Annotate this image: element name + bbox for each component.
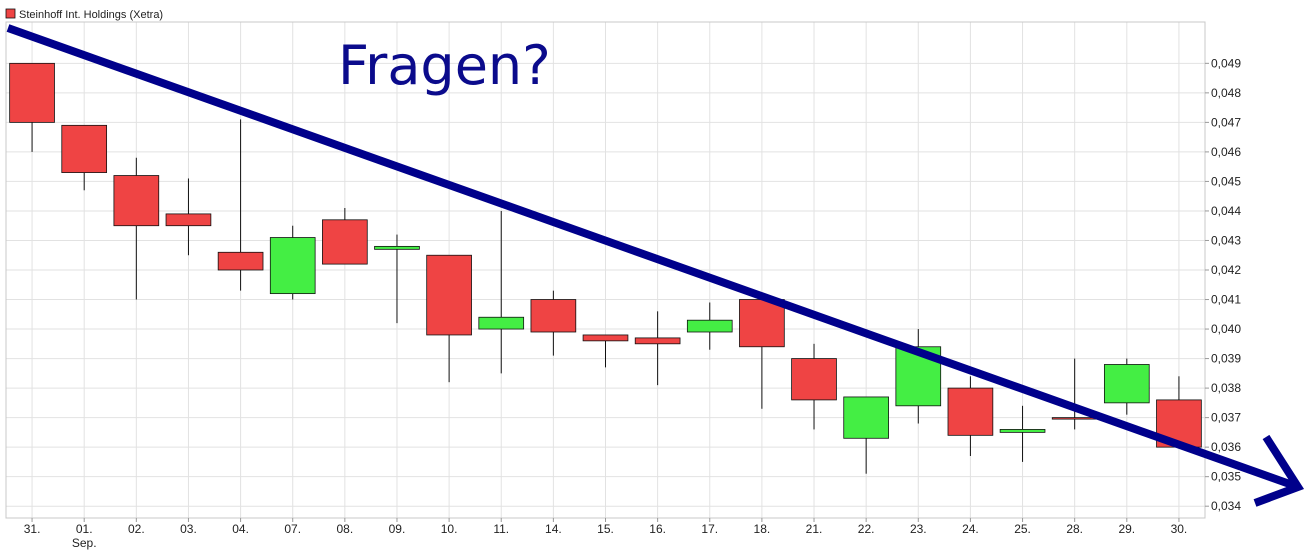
x-tick-label: 11.: [493, 522, 509, 536]
candle-body: [426, 254, 472, 336]
x-tick-label: 25.: [1014, 522, 1031, 536]
x-tick-label: 29.: [1118, 522, 1135, 536]
x-tick-label: 04.: [232, 522, 249, 536]
y-tick-label: 0,049: [1211, 56, 1241, 70]
y-tick-label: 0,046: [1211, 145, 1241, 159]
candle-body: [739, 299, 785, 348]
candle-body: [478, 316, 525, 330]
y-tick-label: 0,034: [1211, 499, 1241, 513]
candle: [791, 343, 837, 430]
candle: [9, 62, 55, 152]
annotation-text: Fragen?: [338, 34, 551, 97]
y-tick-label: 0,038: [1211, 381, 1241, 395]
candle-body: [165, 213, 212, 227]
candle: [947, 376, 994, 456]
y-tick-label: 0,044: [1211, 204, 1241, 218]
candle: [426, 254, 472, 383]
candle-body: [1051, 417, 1098, 420]
x-tick-label: 08.: [337, 522, 354, 536]
legend-label: Steinhoff Int. Holdings (Xetra): [19, 9, 163, 21]
x-tick-label: 21.: [806, 522, 823, 536]
x-axis: 31. 01.Sep. 02. 03. 04. 07. 08. 09. 10. 11. 14. 15.…: [24, 518, 1188, 550]
y-tick-label: 0,036: [1211, 440, 1241, 454]
candle-body: [374, 245, 420, 250]
candle-body: [530, 299, 577, 333]
candle-body: [269, 237, 316, 295]
candle-body: [113, 175, 160, 227]
y-tick-label: 0,037: [1211, 411, 1241, 425]
candle: [999, 405, 1046, 462]
candle: [843, 396, 889, 474]
candle: [269, 225, 316, 300]
candle-body: [999, 429, 1046, 433]
x-tick-label: 15.: [597, 522, 614, 536]
candle: [530, 290, 577, 356]
y-tick-label: 0,042: [1211, 263, 1241, 277]
x-tick-label: 31.: [24, 522, 41, 536]
candle: [61, 124, 108, 191]
candle: [1103, 358, 1150, 415]
y-axis: 0,034 0,035 0,036 0,037 0,038 0,039 0,040 0,041…: [1205, 56, 1241, 513]
candle-body: [686, 319, 733, 333]
candle-body: [217, 251, 264, 271]
x-tick-label: 23.: [910, 522, 927, 536]
candle: [374, 234, 420, 324]
y-tick-label: 0,045: [1211, 174, 1241, 188]
x-tick-label: 17.: [701, 522, 718, 536]
x-tick-label: 02.: [128, 522, 145, 536]
arrowhead: [1253, 434, 1305, 507]
y-tick-label: 0,047: [1211, 115, 1241, 129]
x-tick-label: 24.: [962, 522, 979, 536]
y-tick-label: 0,041: [1211, 293, 1241, 307]
candle-body: [634, 337, 681, 345]
y-tick-label: 0,048: [1211, 86, 1241, 100]
x-tick-label: 01.: [76, 522, 93, 536]
y-tick-label: 0,039: [1211, 352, 1241, 366]
candle: [322, 208, 368, 265]
candle: [739, 299, 785, 409]
candle-body: [61, 124, 108, 173]
x-tick-label: 10.: [441, 522, 458, 536]
x-sub-label: Sep.: [72, 536, 97, 550]
x-tick-label: 07.: [284, 522, 301, 536]
candle: [478, 210, 525, 374]
legend: Steinhoff Int. Holdings (Xetra): [5, 8, 163, 21]
candle-body: [843, 396, 889, 439]
legend-swatch: [5, 8, 16, 19]
x-tick-label: 28.: [1066, 522, 1083, 536]
candle-body: [322, 219, 368, 265]
y-tick-label: 0,035: [1211, 470, 1241, 484]
candle-body: [582, 334, 629, 342]
candle: [634, 311, 681, 386]
x-tick-label: 18.: [754, 522, 771, 536]
x-tick-label: 30.: [1171, 522, 1188, 536]
candles: [9, 62, 1202, 474]
candle-body: [947, 387, 994, 436]
trend-line: [6, 24, 1300, 491]
x-tick-label: 09.: [389, 522, 406, 536]
trend-arrow: [6, 24, 1305, 507]
candle: [686, 302, 733, 350]
x-tick-label: 22.: [858, 522, 875, 536]
candle: [165, 178, 212, 256]
y-tick-label: 0,040: [1211, 322, 1241, 336]
candle: [217, 119, 264, 291]
x-tick-label: 03.: [180, 522, 197, 536]
x-tick-label: 14.: [545, 522, 562, 536]
candle: [113, 157, 160, 300]
candle-body: [1103, 364, 1150, 404]
candle-body: [791, 358, 837, 401]
x-tick-label: 16.: [649, 522, 666, 536]
y-tick-label: 0,043: [1211, 233, 1241, 247]
candle: [582, 334, 629, 368]
candle-body: [9, 62, 55, 123]
